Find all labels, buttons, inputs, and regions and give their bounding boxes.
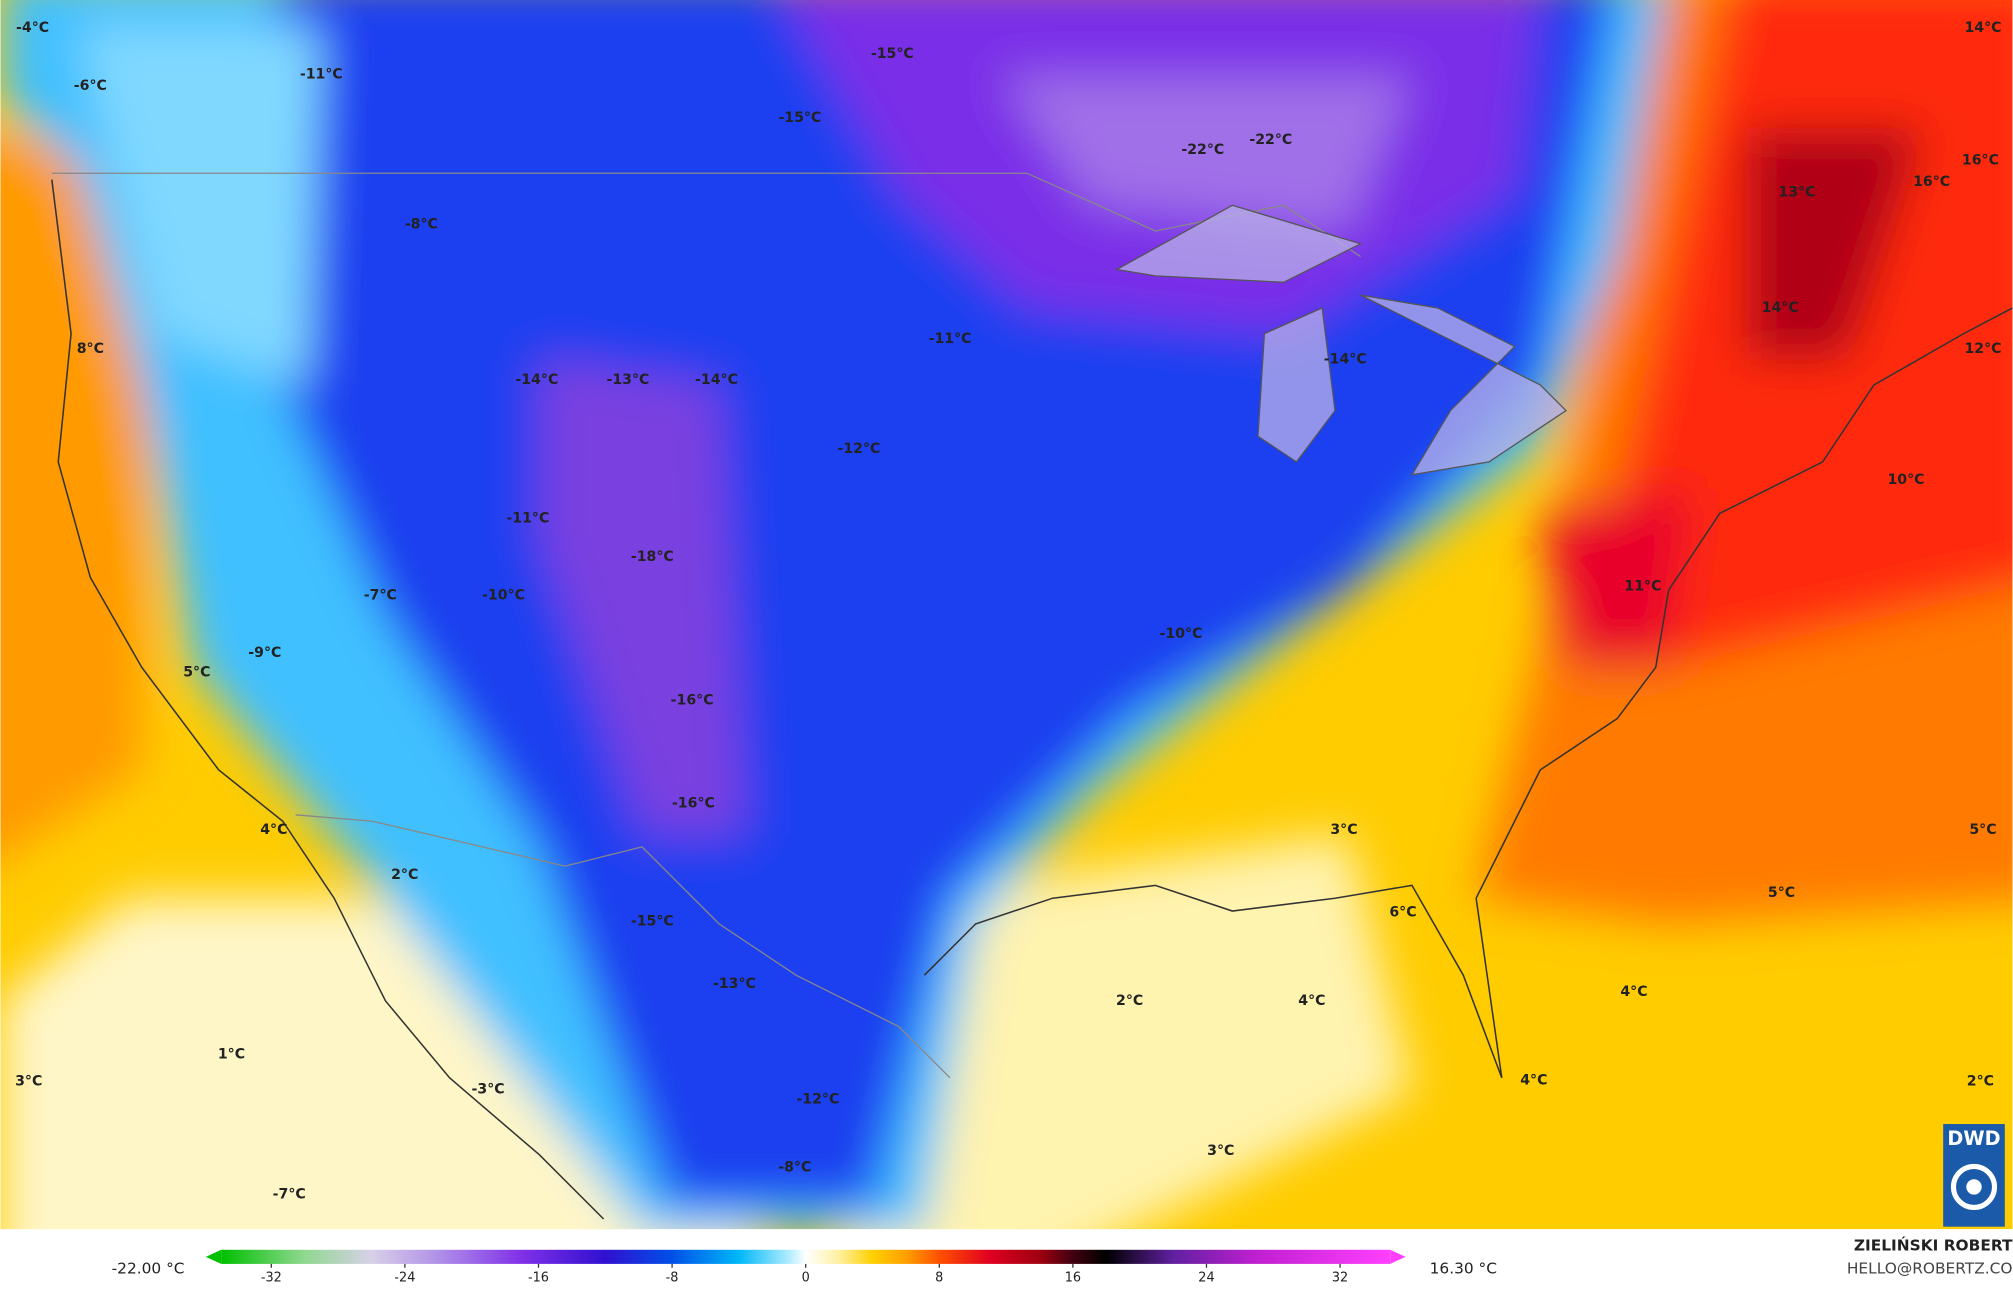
temp-label: 5°C [1768,885,1795,901]
temp-label: -18°C [631,549,674,565]
temp-label: -14°C [1324,351,1367,367]
colorbar-tick-label: 32 [1332,1271,1348,1286]
temp-label: -22°C [1249,132,1292,148]
temp-label: 3°C [15,1074,42,1090]
temp-label: -7°C [364,587,397,603]
temperature-labels: -4°C 14°C -11°C -6°C -15°C -15°C -22°C -22°C 16°… [15,20,2001,1202]
colorbar-tick-label: -8 [666,1271,679,1286]
colorbar-tick-label: -16 [528,1271,549,1286]
temp-label: 1°C [218,1047,245,1063]
colorbar-tick-label: 8 [935,1271,943,1286]
temp-label: -10°C [482,587,525,603]
temp-label: 4°C [1298,993,1325,1009]
temp-label: -8°C [778,1160,811,1176]
temp-label: -12°C [837,441,880,457]
temp-label: 8°C [77,341,104,357]
temp-label: 6°C [1389,904,1416,920]
colorbar-fill [221,1249,1391,1264]
temp-label: -7°C [273,1187,306,1203]
temp-label: -9°C [248,645,281,661]
min-label: -22.00 °C [112,1260,185,1278]
temp-label: 10°C [1887,472,1924,488]
temp-label: -15°C [631,913,674,929]
credit-contact: HELLO@ROBERTZ.CO [1847,1260,2013,1278]
colorbar-tick-label: 24 [1198,1271,1214,1286]
temp-label: 16°C [1962,152,1999,168]
temp-label: -6°C [74,78,107,94]
temp-label: -12°C [796,1092,839,1108]
colorbar-max-arrow [1390,1249,1406,1264]
temp-label: 16°C [1913,174,1950,190]
temp-label: 3°C [1207,1143,1234,1159]
temp-label: -3°C [472,1081,505,1097]
temp-label: -13°C [713,976,756,992]
temp-label: 4°C [260,822,287,838]
temp-label: 11°C [1624,578,1661,594]
colorbar-tick-label: 16 [1065,1271,1081,1286]
temp-label: 4°C [1520,1072,1547,1088]
temp-label: -4°C [16,20,49,36]
temp-label: -14°C [695,372,738,388]
temp-label: 2°C [1967,1074,1994,1090]
temp-label: 13°C [1778,184,1815,200]
temp-label: -11°C [300,66,343,82]
temp-label: -11°C [929,331,972,347]
logo: DWD [1943,1124,2005,1227]
colorbar-tick-label: 0 [802,1271,810,1286]
temp-label: -22°C [1181,142,1224,158]
temp-label: 2°C [1116,993,1143,1009]
colorbar-min-arrow [205,1249,222,1264]
temp-label: 12°C [1964,341,2001,357]
temp-label: -10°C [1160,626,1203,642]
colorbar: -22.00 °C 16.30 °C -32 -24 -16 -8 0 8 16 24 32 [112,1249,1497,1286]
temp-label: 4°C [1620,984,1647,1000]
temp-label: 14°C [1762,300,1799,316]
max-label: 16.30 °C [1430,1260,1497,1278]
borders [51,172,1362,1079]
temp-label: 5°C [183,664,210,680]
temp-label: -13°C [607,372,650,388]
temp-label: -15°C [778,110,821,126]
coastline [51,179,2013,1220]
temp-label: -8°C [405,217,438,233]
temp-label: 2°C [391,867,418,883]
logo-text: DWD [1947,1127,2000,1150]
credit-name: ZIELIŃSKI ROBERT [1854,1235,2013,1254]
temp-label: -14°C [515,372,558,388]
temp-label: -11°C [506,510,549,526]
temp-label: 14°C [1964,20,2001,36]
colorbar-tick-label: -32 [261,1271,282,1286]
temp-label: 5°C [1969,822,1996,838]
temp-label: -15°C [871,46,914,62]
great-lakes [1114,204,1567,476]
temp-label: 3°C [1330,822,1357,838]
temp-label: -16°C [671,693,714,709]
temp-label: -16°C [672,795,715,811]
colorbar-tick-label: -24 [394,1271,415,1286]
